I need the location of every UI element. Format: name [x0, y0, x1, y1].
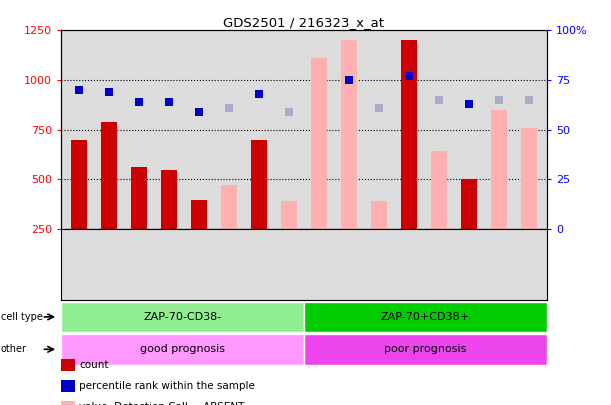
Bar — [461, 179, 477, 229]
Bar — [61, 302, 304, 332]
Bar — [304, 334, 547, 364]
Text: poor prognosis: poor prognosis — [384, 344, 467, 354]
Text: value, Detection Call = ABSENT: value, Detection Call = ABSENT — [79, 402, 245, 405]
Bar — [251, 139, 267, 229]
Bar — [71, 139, 87, 229]
Title: GDS2501 / 216323_x_at: GDS2501 / 216323_x_at — [224, 16, 384, 29]
Bar — [371, 201, 387, 229]
Bar — [521, 128, 537, 229]
Bar — [280, 201, 297, 229]
Bar — [341, 40, 357, 229]
Bar — [101, 122, 117, 229]
Text: other: other — [1, 344, 27, 354]
Text: good prognosis: good prognosis — [140, 344, 225, 354]
Bar — [431, 151, 447, 229]
Bar — [401, 40, 417, 229]
Text: count: count — [79, 360, 109, 370]
Text: ZAP-70+CD38+: ZAP-70+CD38+ — [381, 312, 470, 322]
Bar — [491, 110, 507, 229]
Bar — [304, 302, 547, 332]
Bar — [221, 185, 237, 229]
Bar — [161, 170, 177, 229]
Text: ZAP-70-CD38-: ZAP-70-CD38- — [144, 312, 222, 322]
Bar — [311, 58, 327, 229]
Text: percentile rank within the sample: percentile rank within the sample — [79, 381, 255, 391]
Bar — [61, 334, 304, 364]
Bar — [131, 167, 147, 229]
Bar — [191, 200, 207, 229]
Text: cell type: cell type — [1, 312, 43, 322]
